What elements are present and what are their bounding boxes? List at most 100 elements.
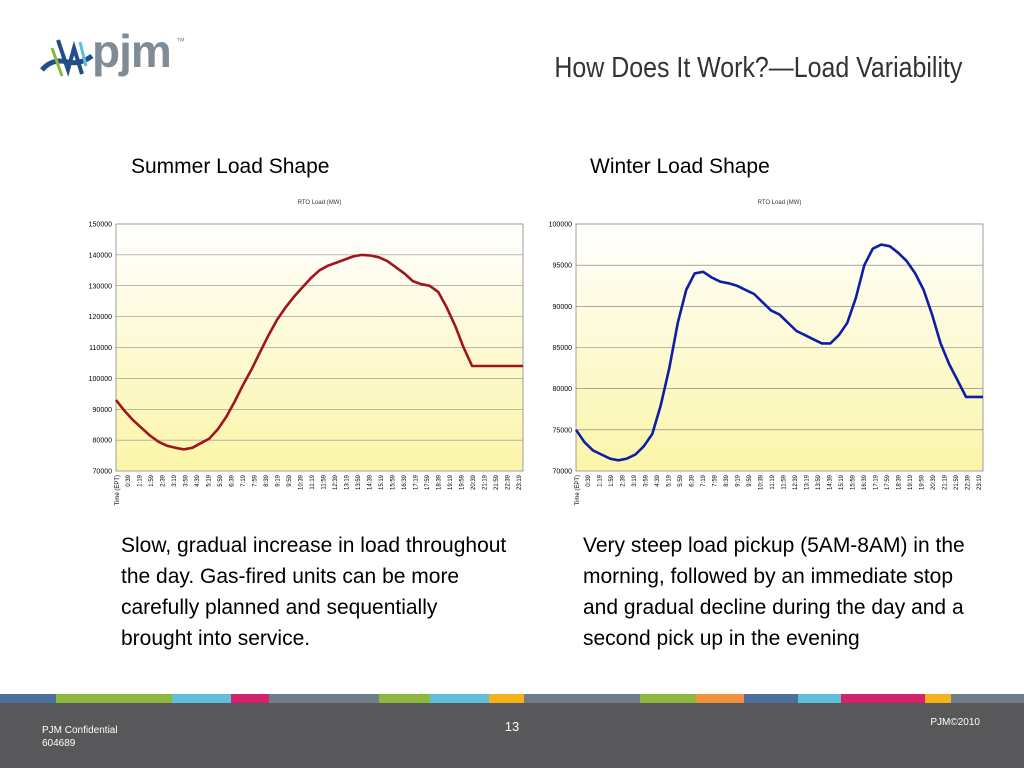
x-tick-label: 17:19 [874,474,880,490]
x-tick-label: 3:19 [632,474,638,486]
stripe-segment [744,694,799,703]
y-tick-label: 75000 [553,427,573,434]
stripe-segment [56,694,172,703]
summer-description: Slow, gradual increase in load throughou… [121,534,507,650]
x-tick-label: 1:59 [149,474,155,486]
x-tick-label: 15:19 [839,474,845,490]
x-tick-label: 9:59 [287,474,293,486]
stripe-segment [841,694,925,703]
y-tick-label: 100000 [549,222,572,229]
stripe-segment [0,694,57,703]
footer: PJM Confidential 604689 13 PJM©2010 [0,703,1024,768]
y-tick-label: 100000 [89,376,112,383]
x-tick-label: 21:59 [494,474,500,490]
x-tick-label: 4:39 [655,474,661,486]
y-tick-label: 85000 [553,345,573,352]
x-tick-label: 9:19 [736,474,742,486]
copyright: PJM©2010 [930,717,980,728]
x-tick-label: 7:19 [701,474,707,486]
x-tick-label: 7:59 [253,474,259,486]
x-tick-label: 18:39 [897,474,903,490]
x-tick-label: 21:19 [483,474,489,490]
x-tick-label: 16:39 [862,474,868,490]
series-line [574,243,983,462]
x-tick-label: 16:39 [402,474,408,490]
x-tick-label: 5:19 [207,474,213,486]
y-tick-label: 130000 [89,283,112,290]
x-tick-label: 15:19 [379,474,385,490]
x-tick-label: 11:59 [782,474,788,489]
x-tick-label: 7:19 [241,474,247,486]
stripe-segment [430,694,490,703]
x-tick-label: 13:59 [816,474,822,490]
pjm-logo [38,30,188,90]
x-tick-label: 1:19 [138,474,144,486]
x-tick-label: 0:39 [586,474,592,486]
x-tick-label: 10:39 [299,474,305,490]
x-axis-label: Time (EPT) [575,475,581,505]
stripe-segment [696,694,745,703]
x-tick-label: 3:59 [184,474,190,486]
x-tick-label: 11:19 [770,474,776,489]
summer-heading: Summer Load Shape [131,155,330,178]
chart-title: RTO Load (MW) [298,200,342,206]
trademark-mark: ™ [176,36,185,46]
page-number: 13 [504,719,520,734]
x-tick-label: 23:19 [977,474,983,490]
pjm-swoosh-icon [40,39,94,77]
confidential-label: PJM Confidential [42,725,118,736]
x-tick-label: 2:39 [621,474,627,486]
x-tick-label: 5:59 [678,474,684,486]
x-tick-label: 3:59 [644,474,650,486]
document-number: 604689 [42,738,76,749]
chart-title: RTO Load (MW) [758,200,802,206]
stripe-segment [924,694,952,703]
x-tick-label: 14:39 [368,474,374,490]
x-tick-label: 17:19 [414,474,420,490]
x-tick-label: 11:19 [310,474,316,489]
footer-left: PJM Confidential 604689 [42,724,118,750]
x-tick-label: 15:59 [391,474,397,490]
logo-text: pjm [92,25,172,77]
x-tick-label: 9:19 [276,474,282,486]
x-tick-label: 20:39 [471,474,477,490]
y-tick-label: 110000 [89,345,112,352]
x-tick-label: 1:59 [609,474,615,486]
x-tick-label: 15:59 [851,474,857,490]
x-tick-label: 0:39 [126,474,132,486]
y-tick-label: 80000 [93,438,113,445]
x-tick-label: 8:39 [724,474,730,486]
x-tick-label: 19:19 [448,474,454,490]
y-tick-label: 95000 [553,263,573,270]
slide-title: How Does It Work?—Load Variability [554,52,962,84]
x-tick-label: 19:19 [908,474,914,490]
x-tick-label: 7:59 [713,474,719,486]
stripe-segment [489,694,525,703]
x-tick-label: 17:59 [425,474,431,490]
x-tick-label: 5:19 [667,474,673,486]
x-tick-label: 22:39 [966,474,972,490]
x-tick-label: 9:59 [747,474,753,486]
x-axis-label: Time (EPT) [115,475,121,505]
x-tick-label: 8:39 [264,474,270,486]
stripe-segment [524,694,640,703]
x-tick-label: 13:19 [805,474,811,490]
x-tick-label: 19:59 [920,474,926,490]
x-tick-label: 17:59 [885,474,891,490]
winter-description: Very steep load pickup (5AM-8AM) in the … [583,534,965,650]
stripe-segment [231,694,269,703]
y-tick-label: 90000 [553,304,573,311]
y-tick-label: 80000 [553,386,573,393]
stripe-segment [172,694,232,703]
y-tick-label: 70000 [93,469,113,476]
summer-load-chart: RTO Load (MW) 70000 80000 90000 100000 110000… [89,200,524,505]
x-tick-label: 23:19 [517,474,523,490]
x-tick-label: 6:39 [230,474,236,486]
x-tick-label: 18:39 [437,474,443,490]
x-tick-label: 10:39 [759,474,765,490]
x-tick-label: 22:39 [506,474,512,490]
x-tick-label: 14:39 [828,474,834,490]
x-tick-label: 12:39 [793,474,799,490]
stripe-segment [378,694,430,703]
x-tick-label: 21:19 [943,474,949,490]
